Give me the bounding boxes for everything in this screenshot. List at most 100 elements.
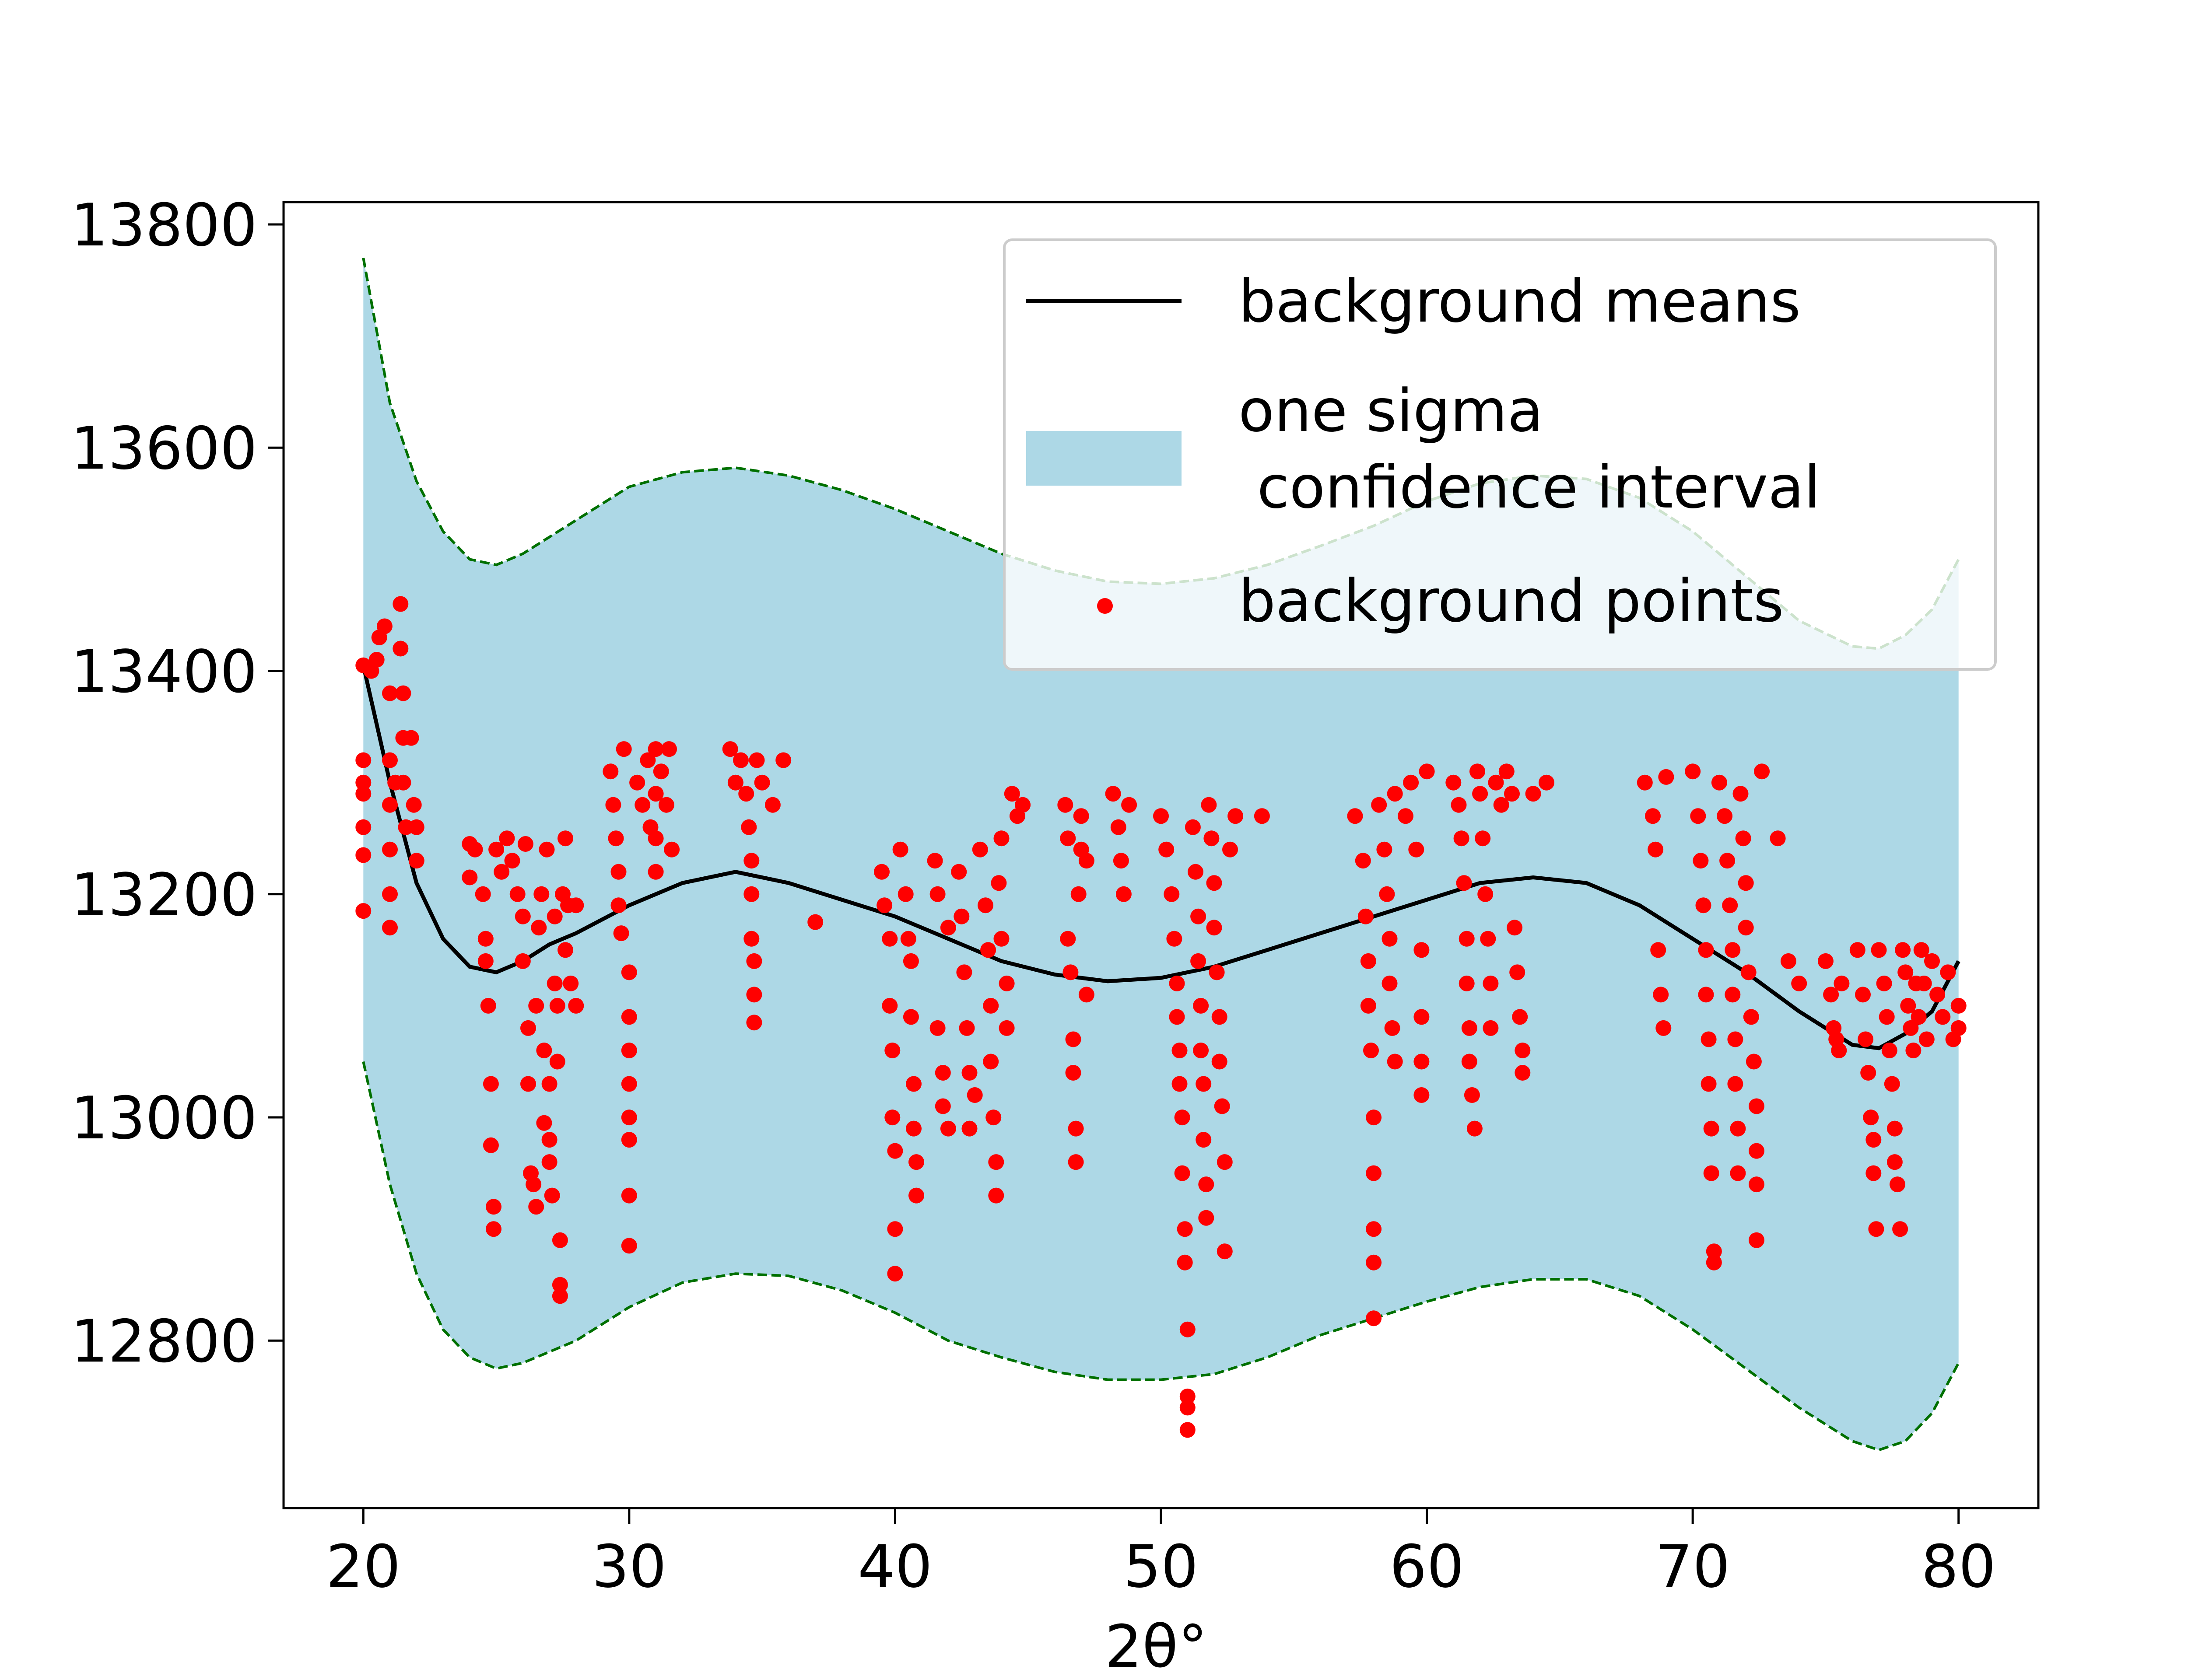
data-point [1060,830,1076,847]
x-tick-label: 30 [592,1533,667,1601]
data-point [1153,808,1169,824]
data-point [541,1076,558,1092]
data-point [1379,886,1395,902]
data-point [1177,1221,1193,1237]
data-point [1860,1065,1876,1081]
data-point [1890,1176,1905,1193]
data-point [635,797,651,813]
data-point [722,741,738,757]
y-tick-label: 13400 [71,638,257,706]
data-point [1698,942,1714,958]
x-tick-label: 80 [1921,1533,1996,1601]
data-point [488,841,505,858]
data-point [533,886,550,902]
data-point [1749,1176,1764,1193]
data-point [1196,1076,1212,1092]
data-point [549,1054,565,1070]
data-point [1469,763,1485,780]
data-point [1198,1210,1214,1226]
data-point [807,914,824,930]
data-point [1217,1154,1233,1170]
data-point [605,797,621,813]
data-point [1387,786,1403,802]
legend-swatch-background-points [1097,598,1113,614]
data-point [621,1187,637,1204]
data-point [552,1288,568,1304]
data-point [1461,1054,1477,1070]
data-point [983,998,999,1014]
data-point [1206,920,1222,936]
data-point [1738,920,1754,936]
data-point [1719,853,1736,869]
data-point [1211,1009,1227,1025]
data-point [1863,1110,1879,1126]
data-point [1121,797,1137,813]
data-point [355,752,372,768]
data-point [887,1221,903,1237]
data-point [1911,1009,1927,1025]
data-point [509,886,526,902]
data-point [999,975,1015,991]
data-point [621,964,637,980]
data-point [1865,1132,1882,1148]
data-point [1722,897,1738,914]
data-point [477,931,494,947]
data-point [1413,942,1430,958]
data-point [961,1065,978,1081]
data-point [985,1110,1002,1126]
data-point [621,1076,637,1092]
data-point [1179,1388,1196,1404]
data-point [733,752,749,768]
data-point [1065,1065,1081,1081]
data-point [892,841,908,858]
data-point [393,640,409,657]
data-point [621,1110,637,1126]
data-point [908,1154,924,1170]
data-point [1078,987,1094,1003]
ticks: 20 30 40 50 60 70 80 12800 13000 13200 13400 13600 1… [71,191,1996,1601]
data-point [1015,797,1031,813]
data-point [1886,1120,1903,1137]
data-point [1703,1120,1719,1137]
data-point [355,819,372,835]
data-point [927,853,943,869]
data-point [1073,808,1089,824]
data-point [1004,786,1020,802]
data-point [1254,808,1270,824]
data-point [1366,1110,1382,1126]
data-point [1376,841,1392,858]
data-point [621,1009,637,1025]
data-point [935,1065,951,1081]
data-point [1493,797,1509,813]
data-point [1366,1165,1382,1181]
data-point [536,1043,552,1058]
data-point [1185,819,1201,835]
data-point [648,741,664,757]
data-point [1068,1120,1084,1137]
data-point [749,752,765,768]
data-point [1940,964,1956,980]
data-point [1078,853,1094,869]
data-point [999,1020,1015,1036]
data-point [395,774,411,791]
data-point [1504,786,1520,802]
data-point [382,920,398,936]
y-tick-label: 12800 [71,1307,257,1376]
data-point [1068,1154,1084,1170]
data-point [929,1020,946,1036]
data-point [1177,1254,1193,1270]
data-point [1113,853,1129,869]
data-point [1355,853,1371,869]
data-point [355,774,372,791]
data-point [929,886,946,902]
data-point [743,931,760,947]
data-point [1727,1031,1743,1047]
data-point [1905,1043,1922,1058]
data-point [1366,1310,1382,1326]
data-point [1865,1165,1882,1181]
data-point [898,886,914,902]
data-point [1698,987,1714,1003]
data-point [1515,1043,1531,1058]
data-point [1849,942,1865,958]
data-point [1169,1009,1185,1025]
